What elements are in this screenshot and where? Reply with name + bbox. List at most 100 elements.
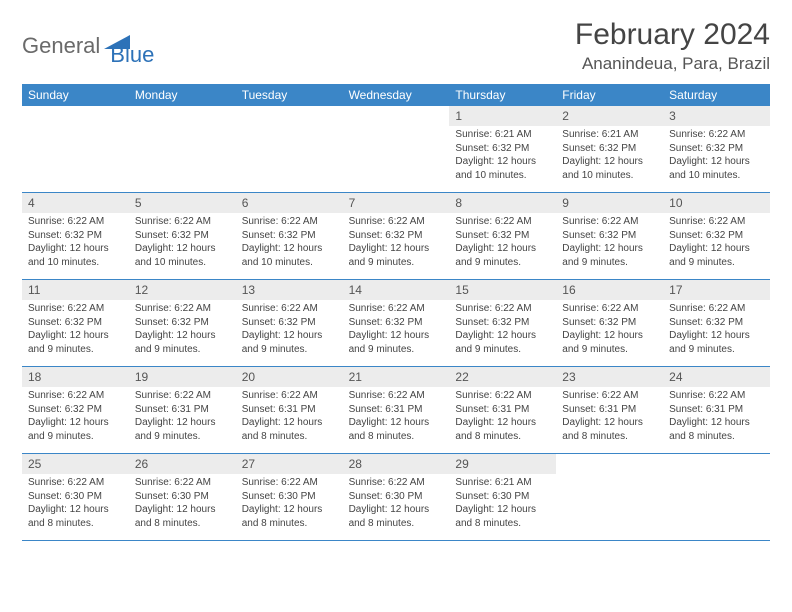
daylight-text: Daylight: 12 hours and 10 minutes. — [562, 155, 657, 182]
sunrise-text: Sunrise: 6:22 AM — [455, 302, 550, 316]
day-cell: 11Sunrise: 6:22 AMSunset: 6:32 PMDayligh… — [22, 280, 129, 366]
week-row: 4Sunrise: 6:22 AMSunset: 6:32 PMDaylight… — [22, 193, 770, 280]
sunset-text: Sunset: 6:30 PM — [242, 490, 337, 504]
day-cell: 2Sunrise: 6:21 AMSunset: 6:32 PMDaylight… — [556, 106, 663, 192]
day-number: 16 — [556, 280, 663, 300]
sunrise-text: Sunrise: 6:22 AM — [242, 302, 337, 316]
sunrise-text: Sunrise: 6:22 AM — [242, 476, 337, 490]
day-cell: 27Sunrise: 6:22 AMSunset: 6:30 PMDayligh… — [236, 454, 343, 540]
day-cell: 23Sunrise: 6:22 AMSunset: 6:31 PMDayligh… — [556, 367, 663, 453]
day-number: 1 — [449, 106, 556, 126]
day-body: Sunrise: 6:21 AMSunset: 6:32 PMDaylight:… — [449, 126, 556, 186]
day-body: Sunrise: 6:22 AMSunset: 6:32 PMDaylight:… — [236, 213, 343, 273]
day-number: 23 — [556, 367, 663, 387]
location-subtitle: Ananindeua, Para, Brazil — [575, 54, 770, 74]
daylight-text: Daylight: 12 hours and 8 minutes. — [455, 503, 550, 530]
day-body: Sunrise: 6:22 AMSunset: 6:32 PMDaylight:… — [449, 300, 556, 360]
title-block: February 2024 Ananindeua, Para, Brazil — [575, 18, 770, 74]
daylight-text: Daylight: 12 hours and 9 minutes. — [349, 329, 444, 356]
day-cell: 13Sunrise: 6:22 AMSunset: 6:32 PMDayligh… — [236, 280, 343, 366]
day-number: 4 — [22, 193, 129, 213]
day-body: Sunrise: 6:22 AMSunset: 6:32 PMDaylight:… — [129, 300, 236, 360]
day-body: Sunrise: 6:22 AMSunset: 6:32 PMDaylight:… — [22, 300, 129, 360]
sunrise-text: Sunrise: 6:22 AM — [562, 302, 657, 316]
daylight-text: Daylight: 12 hours and 8 minutes. — [242, 416, 337, 443]
logo-text-blue: Blue — [110, 42, 154, 68]
day-body: Sunrise: 6:22 AMSunset: 6:32 PMDaylight:… — [663, 126, 770, 186]
daylight-text: Daylight: 12 hours and 8 minutes. — [455, 416, 550, 443]
daylight-text: Daylight: 12 hours and 8 minutes. — [28, 503, 123, 530]
day-body: Sunrise: 6:22 AMSunset: 6:30 PMDaylight:… — [22, 474, 129, 534]
day-number: 14 — [343, 280, 450, 300]
day-cell: 26Sunrise: 6:22 AMSunset: 6:30 PMDayligh… — [129, 454, 236, 540]
sunrise-text: Sunrise: 6:22 AM — [28, 215, 123, 229]
sunrise-text: Sunrise: 6:21 AM — [455, 476, 550, 490]
day-cell: 9Sunrise: 6:22 AMSunset: 6:32 PMDaylight… — [556, 193, 663, 279]
sunrise-text: Sunrise: 6:22 AM — [349, 476, 444, 490]
day-cell: 17Sunrise: 6:22 AMSunset: 6:32 PMDayligh… — [663, 280, 770, 366]
day-body: Sunrise: 6:22 AMSunset: 6:32 PMDaylight:… — [449, 213, 556, 273]
sunrise-text: Sunrise: 6:22 AM — [455, 389, 550, 403]
week-row: 18Sunrise: 6:22 AMSunset: 6:32 PMDayligh… — [22, 367, 770, 454]
day-body: Sunrise: 6:22 AMSunset: 6:30 PMDaylight:… — [129, 474, 236, 534]
day-body: Sunrise: 6:22 AMSunset: 6:32 PMDaylight:… — [22, 387, 129, 447]
weekday-thursday: Thursday — [449, 84, 556, 106]
day-number: 26 — [129, 454, 236, 474]
daylight-text: Daylight: 12 hours and 10 minutes. — [135, 242, 230, 269]
day-cell — [343, 106, 450, 192]
day-body: Sunrise: 6:22 AMSunset: 6:32 PMDaylight:… — [343, 213, 450, 273]
daylight-text: Daylight: 12 hours and 9 minutes. — [135, 416, 230, 443]
day-number: 25 — [22, 454, 129, 474]
day-cell: 22Sunrise: 6:22 AMSunset: 6:31 PMDayligh… — [449, 367, 556, 453]
sunset-text: Sunset: 6:32 PM — [135, 316, 230, 330]
sunrise-text: Sunrise: 6:22 AM — [28, 476, 123, 490]
day-cell: 7Sunrise: 6:22 AMSunset: 6:32 PMDaylight… — [343, 193, 450, 279]
day-cell — [22, 106, 129, 192]
header: General Blue February 2024 Ananindeua, P… — [22, 18, 770, 74]
sunrise-text: Sunrise: 6:22 AM — [135, 215, 230, 229]
day-cell: 1Sunrise: 6:21 AMSunset: 6:32 PMDaylight… — [449, 106, 556, 192]
day-cell: 19Sunrise: 6:22 AMSunset: 6:31 PMDayligh… — [129, 367, 236, 453]
day-number: 8 — [449, 193, 556, 213]
sunset-text: Sunset: 6:32 PM — [455, 142, 550, 156]
day-number: 11 — [22, 280, 129, 300]
day-cell — [663, 454, 770, 540]
sunset-text: Sunset: 6:32 PM — [242, 316, 337, 330]
sunset-text: Sunset: 6:32 PM — [28, 316, 123, 330]
weeks-container: 1Sunrise: 6:21 AMSunset: 6:32 PMDaylight… — [22, 106, 770, 541]
sunrise-text: Sunrise: 6:22 AM — [669, 215, 764, 229]
day-number: 27 — [236, 454, 343, 474]
daylight-text: Daylight: 12 hours and 9 minutes. — [135, 329, 230, 356]
sunset-text: Sunset: 6:31 PM — [135, 403, 230, 417]
sunset-text: Sunset: 6:32 PM — [349, 316, 444, 330]
day-body: Sunrise: 6:22 AMSunset: 6:32 PMDaylight:… — [663, 300, 770, 360]
day-cell: 10Sunrise: 6:22 AMSunset: 6:32 PMDayligh… — [663, 193, 770, 279]
day-number: 29 — [449, 454, 556, 474]
daylight-text: Daylight: 12 hours and 8 minutes. — [349, 503, 444, 530]
day-cell: 12Sunrise: 6:22 AMSunset: 6:32 PMDayligh… — [129, 280, 236, 366]
day-cell: 4Sunrise: 6:22 AMSunset: 6:32 PMDaylight… — [22, 193, 129, 279]
daylight-text: Daylight: 12 hours and 9 minutes. — [28, 329, 123, 356]
day-number: 20 — [236, 367, 343, 387]
sunset-text: Sunset: 6:32 PM — [562, 316, 657, 330]
daylight-text: Daylight: 12 hours and 8 minutes. — [349, 416, 444, 443]
weekday-friday: Friday — [556, 84, 663, 106]
sunrise-text: Sunrise: 6:22 AM — [669, 302, 764, 316]
day-body: Sunrise: 6:22 AMSunset: 6:31 PMDaylight:… — [663, 387, 770, 447]
day-cell: 15Sunrise: 6:22 AMSunset: 6:32 PMDayligh… — [449, 280, 556, 366]
sunset-text: Sunset: 6:30 PM — [135, 490, 230, 504]
daylight-text: Daylight: 12 hours and 10 minutes. — [669, 155, 764, 182]
sunset-text: Sunset: 6:31 PM — [242, 403, 337, 417]
sunset-text: Sunset: 6:32 PM — [562, 142, 657, 156]
sunrise-text: Sunrise: 6:22 AM — [562, 389, 657, 403]
day-body: Sunrise: 6:22 AMSunset: 6:30 PMDaylight:… — [236, 474, 343, 534]
sunset-text: Sunset: 6:32 PM — [242, 229, 337, 243]
sunrise-text: Sunrise: 6:22 AM — [242, 389, 337, 403]
daylight-text: Daylight: 12 hours and 9 minutes. — [562, 329, 657, 356]
day-body: Sunrise: 6:22 AMSunset: 6:32 PMDaylight:… — [129, 213, 236, 273]
day-cell: 28Sunrise: 6:22 AMSunset: 6:30 PMDayligh… — [343, 454, 450, 540]
weekday-saturday: Saturday — [663, 84, 770, 106]
day-number: 15 — [449, 280, 556, 300]
daylight-text: Daylight: 12 hours and 8 minutes. — [562, 416, 657, 443]
day-cell: 16 Sunrise: 6:22 AMSunset: 6:32 PMDayligh… — [556, 280, 663, 366]
